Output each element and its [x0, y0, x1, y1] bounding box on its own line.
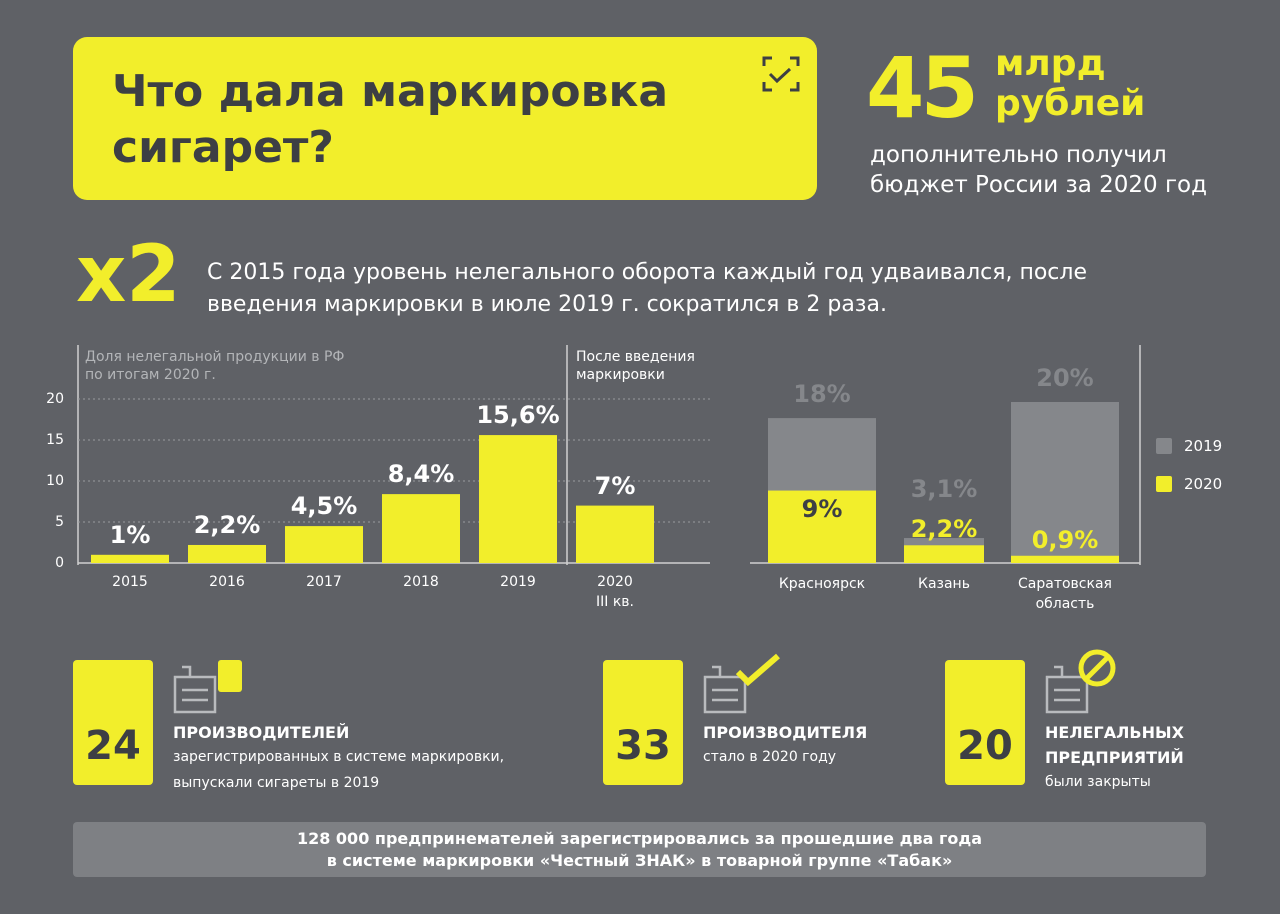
- y-tick-label: 15: [46, 432, 64, 448]
- value-label: 9%: [801, 494, 843, 523]
- y-tick-label: 20: [46, 391, 64, 407]
- stat-title: ПРОИЗВОДИТЕЛЕЙ: [173, 723, 350, 742]
- hand-icon: [218, 660, 242, 692]
- title: Что дала маркировка сигарет?: [112, 66, 669, 173]
- title-box: [73, 37, 817, 200]
- bar: [904, 545, 984, 563]
- value-label: 7%: [594, 471, 636, 500]
- big-text: дополнительно получил бюджет России за 2…: [870, 142, 1208, 198]
- bar: [576, 505, 654, 563]
- stat-title: ПРОИЗВОДИТЕЛЯ: [703, 723, 868, 742]
- annotation: После введения маркировки: [576, 349, 695, 383]
- bar: [382, 494, 460, 563]
- legend-swatch: [1156, 476, 1172, 492]
- stat-text: были закрыты: [1045, 774, 1151, 790]
- stat-box: [945, 660, 1025, 785]
- value-label: 1%: [109, 520, 151, 549]
- stat-number: 33: [615, 723, 671, 769]
- stat-text: стало в 2020 году: [703, 749, 837, 765]
- bar: [285, 526, 363, 563]
- check-icon: [735, 653, 780, 687]
- x-tick-label: 2019: [500, 574, 536, 590]
- stat-box: [73, 660, 153, 785]
- intro-text: С 2015 года уровень нелегального оборота…: [207, 260, 1087, 317]
- bar: [188, 544, 266, 563]
- stat-number: 24: [85, 723, 141, 769]
- value-label: 3,1%: [910, 475, 978, 504]
- legend-label: 2019: [1184, 437, 1223, 455]
- value-label: 15,6%: [476, 401, 560, 430]
- chart-title: Доля нелегальной продукции в РФ по итога…: [85, 349, 345, 383]
- footer-text: 128 000 предпринемателей зарегистрировал…: [296, 829, 983, 870]
- y-tick-label: 0: [55, 555, 64, 571]
- factor: x2: [76, 230, 181, 320]
- big-unit: млрд рублей: [995, 43, 1146, 124]
- legend-swatch: [1156, 438, 1172, 454]
- y-tick-label: 10: [46, 473, 64, 489]
- value-label: 20%: [1036, 364, 1094, 392]
- bar: [768, 490, 876, 563]
- value-label: 8,4%: [387, 460, 455, 489]
- stat-box: [603, 660, 683, 785]
- value-label: 2,2%: [910, 515, 978, 544]
- x-tick-label: Красноярск: [778, 576, 866, 592]
- x-tick-label: 2018: [403, 574, 439, 590]
- x-tick-label: Казань: [918, 576, 970, 592]
- footer-box: [73, 822, 1206, 877]
- x-tick-label: 2017: [306, 574, 342, 590]
- bar: [1011, 402, 1119, 563]
- value-label: 18%: [793, 380, 851, 409]
- value-label: 2,2%: [193, 510, 261, 539]
- factory-icon: [173, 665, 217, 714]
- bar: [1011, 555, 1119, 563]
- stat-number: 20: [957, 723, 1013, 769]
- x-tick-label: 2015: [112, 574, 148, 590]
- value-label: 0,9%: [1031, 525, 1099, 554]
- x-tick-label: 2020 III кв.: [596, 574, 634, 610]
- bar: [91, 554, 169, 563]
- legend-label: 2020: [1184, 475, 1223, 493]
- bar: [479, 435, 557, 563]
- y-tick-label: 5: [55, 514, 64, 530]
- x-tick-label: Саратовская область: [1018, 576, 1112, 612]
- ban-icon: [1078, 649, 1116, 687]
- scan-icon: [762, 56, 800, 92]
- x-tick-label: 2016: [209, 574, 245, 590]
- value-label: 4,5%: [290, 492, 358, 521]
- stat-title: НЕЛЕГАЛЬНЫХ ПРЕДПРИЯТИЙ: [1045, 723, 1184, 767]
- stat-text: зарегистрированных в системе маркировки,…: [173, 749, 505, 791]
- big-number: 45: [866, 39, 979, 137]
